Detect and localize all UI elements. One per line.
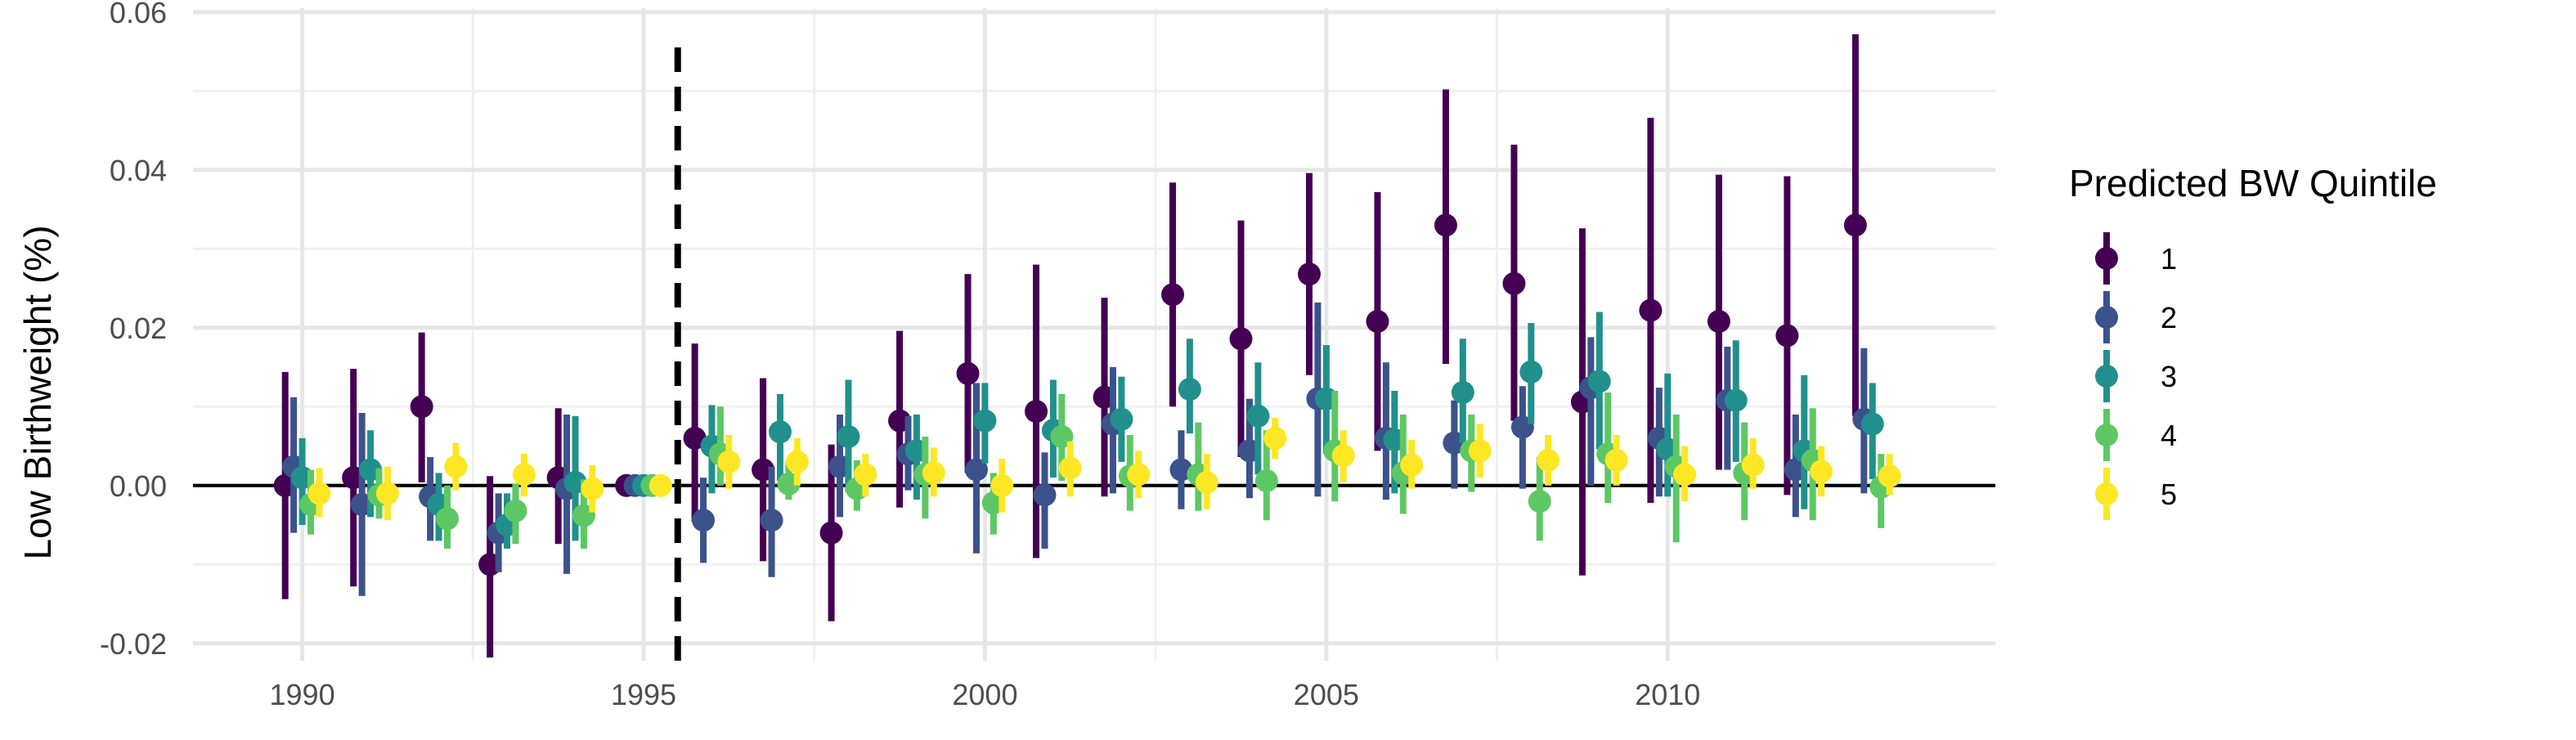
data-point	[1724, 388, 1748, 412]
data-point	[760, 509, 783, 532]
grid-layer	[193, 8, 1995, 661]
data-point	[1246, 404, 1270, 428]
data-point	[1161, 283, 1185, 307]
series-layer	[273, 34, 1901, 658]
data-point	[648, 473, 672, 497]
y-tick-label: 0.02	[110, 312, 167, 345]
data-point	[1878, 464, 1901, 488]
legend-key-point	[2095, 482, 2118, 505]
legend-label: 3	[2161, 360, 2177, 393]
legend-label: 4	[2161, 419, 2177, 452]
data-point	[1502, 271, 1526, 295]
y-axis-title: Low Birthweight (%)	[16, 225, 59, 559]
data-point	[837, 424, 860, 448]
data-point	[1366, 310, 1389, 334]
data-point	[1639, 298, 1663, 322]
data-point	[1707, 310, 1730, 334]
data-point	[1434, 213, 1457, 237]
x-tick-label: 1995	[611, 678, 676, 711]
data-point	[1254, 469, 1278, 492]
axis-layer: -0.02 0.00 0.02 0.04 0.06 1990 1995 2000 2005 201…	[100, 0, 1700, 711]
legend-key-point	[2095, 424, 2118, 446]
x-tick-label: 2000	[952, 678, 1017, 711]
x-tick-label: 1990	[270, 678, 335, 711]
data-point	[922, 461, 945, 485]
data-point	[964, 458, 988, 482]
data-point	[1025, 400, 1048, 424]
data-point	[819, 521, 843, 545]
y-tick-label: -0.02	[100, 627, 167, 661]
data-point	[1468, 439, 1492, 463]
legend-item-5: 5	[2095, 468, 2177, 520]
data-point	[1127, 463, 1151, 487]
data-point	[512, 463, 536, 487]
legend-key-point	[2095, 365, 2118, 388]
data-point	[1058, 456, 1082, 480]
data-point	[1537, 448, 1560, 472]
data-point	[504, 499, 527, 522]
data-point	[444, 455, 468, 478]
data-point	[692, 509, 716, 532]
data-point	[1033, 483, 1057, 507]
data-point	[717, 450, 741, 473]
legend-label: 5	[2161, 478, 2177, 511]
data-point	[1263, 426, 1287, 450]
data-point	[1587, 370, 1611, 393]
data-point	[1331, 444, 1355, 468]
series-3	[290, 312, 1884, 549]
legend: Predicted BW Quintile 1 2 3 4 5	[2069, 162, 2437, 520]
data-point	[1519, 360, 1543, 383]
data-point	[1741, 453, 1765, 477]
legend-label: 1	[2161, 242, 2177, 276]
data-point	[410, 395, 433, 419]
data-point	[1604, 448, 1628, 472]
legend-key-point	[2095, 247, 2118, 270]
data-point	[1110, 407, 1133, 431]
legend-items: 1 2 3 4 5	[2095, 232, 2177, 520]
data-point	[581, 477, 604, 500]
data-point	[854, 463, 877, 487]
data-point	[1843, 213, 1867, 237]
series-2	[282, 302, 1876, 596]
data-point	[1673, 463, 1697, 487]
x-tick-label: 2005	[1294, 678, 1359, 711]
x-tick-label: 2010	[1635, 678, 1700, 711]
data-point	[1178, 378, 1201, 401]
data-point	[1229, 327, 1253, 351]
data-point	[1195, 470, 1218, 494]
data-point	[973, 409, 997, 433]
legend-label: 2	[2161, 301, 2177, 334]
legend-item-1: 1	[2095, 232, 2177, 285]
data-point	[375, 482, 399, 505]
y-tick-label: 0.04	[110, 154, 167, 187]
legend-item-3: 3	[2095, 350, 2177, 402]
data-point	[1451, 380, 1474, 404]
data-point	[307, 482, 331, 505]
data-point	[1860, 412, 1884, 436]
data-point	[956, 361, 980, 385]
legend-title: Predicted BW Quintile	[2069, 162, 2437, 204]
y-tick-label: 0.00	[110, 469, 167, 503]
legend-item-2: 2	[2095, 291, 2177, 343]
data-point	[785, 450, 809, 473]
y-tick-label: 0.06	[110, 0, 167, 29]
data-point	[435, 507, 459, 531]
data-point	[1297, 262, 1321, 286]
data-point	[768, 420, 792, 444]
data-point	[1400, 453, 1424, 477]
data-point	[1810, 460, 1833, 483]
legend-item-4: 4	[2095, 409, 2177, 461]
data-point	[1528, 490, 1551, 514]
data-point	[683, 426, 707, 450]
data-point	[990, 473, 1014, 497]
legend-key-point	[2095, 306, 2118, 329]
data-point	[1775, 324, 1799, 348]
series-5	[307, 417, 1901, 521]
